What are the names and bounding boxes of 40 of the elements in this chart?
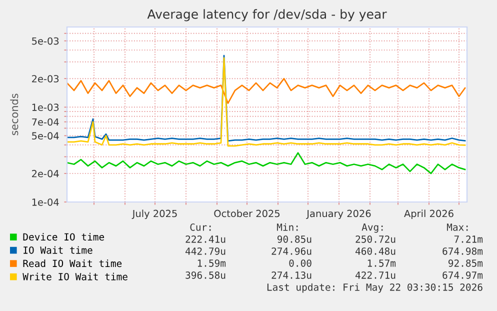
text: 90.85u [277,235,312,243]
text: 222.41u [186,235,226,243]
legend-label: Device IO time [23,233,104,241]
text: Last update: Fri May 22 03:30:15 2026 [267,283,482,293]
text: 7.21m [454,235,483,243]
x-tick-label: April 2026 [404,210,454,220]
text: 396.58u [186,271,226,279]
y-tick-label: 1e-03 [32,104,59,111]
legend-label: Write IO Wait time [22,272,128,280]
y-tick-label: 7e-04 [32,118,59,126]
y-tick-label: 5e-04 [32,132,59,140]
text: 0.00 [289,259,312,267]
y-axis-title: seconds [10,94,18,136]
y-tick-label: 2e-04 [32,170,59,178]
text: 1.59m [198,259,226,267]
text: 250.72u [356,235,396,243]
text: 1.57m [368,260,396,267]
x-tick-label: October 2025 [214,210,280,218]
text: 92.85m [448,259,483,267]
text: Cur: [190,223,211,231]
chart-title: Average latency for /dev/sda - by year [147,9,387,22]
text: Avg: [362,224,383,233]
text: 674.98m [442,247,483,255]
y-tick-label: 2e-03 [32,75,59,82]
line-series [67,152,466,174]
text: 274.13u [272,271,312,279]
text: 422.71u [356,271,396,279]
line-series [67,78,466,104]
text: 442.79u [186,247,226,255]
legend-label: IO Wait time [24,246,92,254]
x-tick-label: July 2025 [132,210,177,220]
y-tick-label: 1e-04 [32,198,59,206]
text: Min: [276,223,298,231]
text: Max: [446,224,468,231]
legend-label: Read IO Wait time [23,260,122,268]
y-tick-label: 5e-03 [32,37,59,45]
text: 460.48u [356,247,396,255]
text: 674.97m [442,271,483,279]
x-tick-label: January 2026 [306,210,371,220]
text: 274.96u [272,247,312,255]
